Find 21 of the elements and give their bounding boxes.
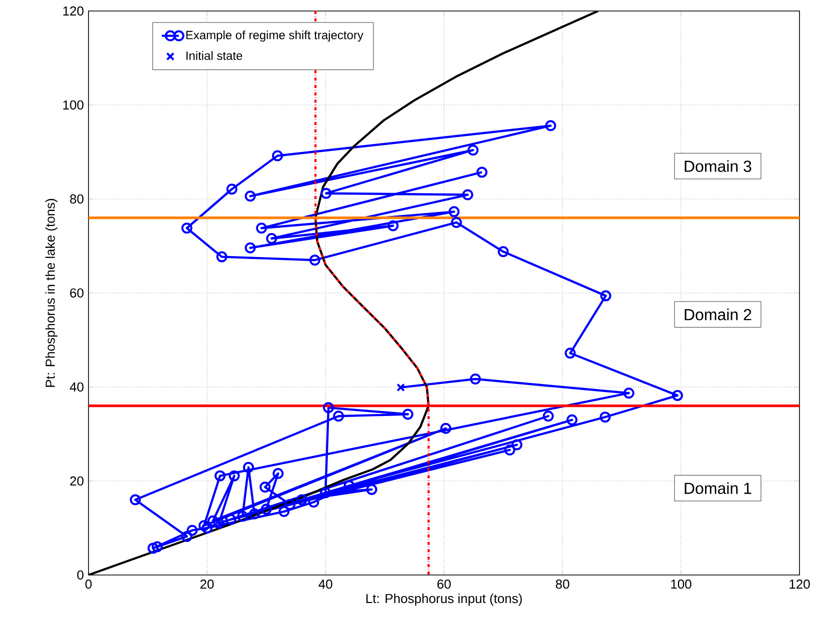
y-tick-label: 20: [70, 476, 84, 486]
annotation: Domain 1: [684, 482, 752, 494]
y-tick-label: 100: [63, 100, 84, 110]
annotation: Domain 2: [684, 308, 752, 320]
y-tick-label: 40: [70, 382, 84, 392]
x-axis-title: Lt: Phosphorus input (tons): [366, 594, 522, 606]
x-tick-label: 120: [790, 580, 810, 589]
x-tick-label: 100: [671, 580, 692, 589]
y-tick-label: 60: [70, 288, 84, 298]
y-tick-label: 0: [77, 570, 84, 580]
y-axis-title: Pt: Phosphorus in the lake (tons): [45, 198, 58, 387]
x-tick-label: 40: [318, 580, 332, 589]
x-tick-label: 0: [85, 580, 92, 589]
legend-label: Initial state: [186, 51, 242, 60]
y-tick-label: 120: [63, 6, 84, 16]
x-tick-label: 80: [556, 580, 570, 589]
y-tick-label: 80: [70, 194, 84, 204]
legend-label: Example of regime shift trajectory: [186, 30, 364, 42]
x-tick-label: 60: [437, 580, 451, 589]
x-tick-label: 20: [200, 580, 214, 589]
annotation: Domain 3: [684, 160, 752, 172]
